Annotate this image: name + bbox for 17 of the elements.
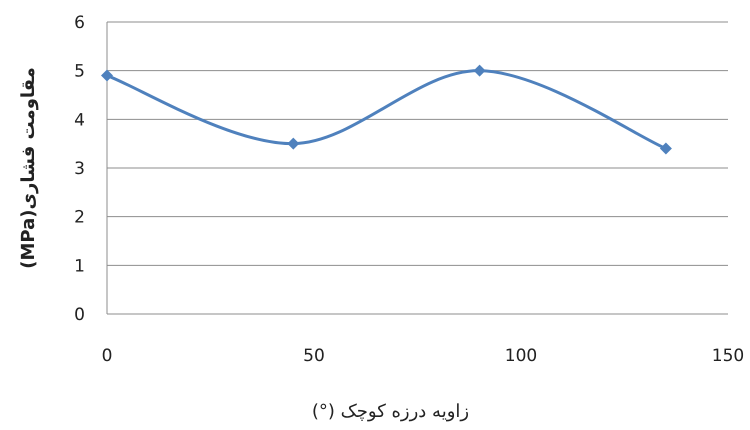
y-tick-label: 5 (74, 62, 85, 82)
y-tick-label: 1 (74, 256, 85, 276)
x-axis-title: زاویه درزه کوچک (°) (312, 401, 470, 422)
x-tick-label: 50 (303, 346, 325, 366)
point (101, 70, 113, 82)
y-tick-label: 6 (74, 13, 85, 33)
y-tick-label: 3 (74, 159, 85, 179)
x-tick-label: 0 (102, 346, 112, 366)
y-tick-label: 4 (74, 110, 85, 130)
y-tick-label: 0 (74, 305, 85, 325)
point (287, 138, 300, 150)
x-tick-label: 150 (712, 346, 744, 366)
y-axis-title: مقاومت فشاری(MPa) (18, 67, 39, 269)
x-tick-label: 100 (504, 346, 538, 366)
point (660, 142, 672, 155)
point (474, 64, 486, 77)
y-tick-label: 2 (74, 208, 85, 228)
